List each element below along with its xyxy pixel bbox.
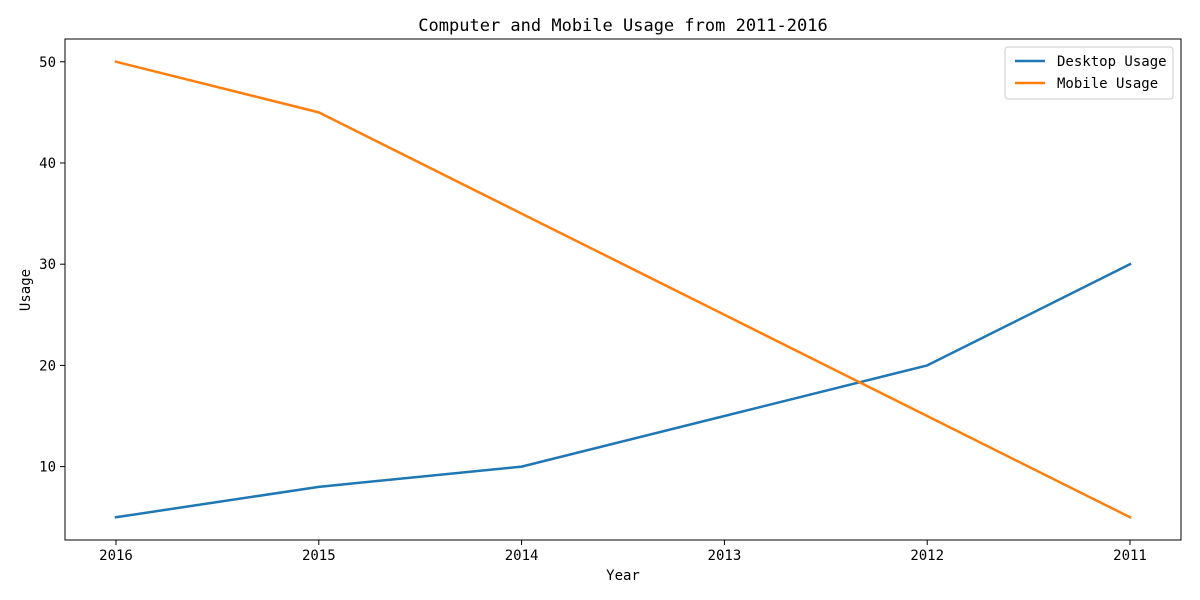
y-tick-label: 10 xyxy=(39,460,56,476)
y-axis-label: Usage xyxy=(18,269,34,311)
x-tick-label: 2011 xyxy=(1113,548,1147,564)
x-axis-label: Year xyxy=(606,568,640,584)
legend-box xyxy=(1004,46,1174,100)
x-tick-label: 2015 xyxy=(302,548,336,564)
y-tick-label: 40 xyxy=(39,156,56,172)
x-tick-label: 2016 xyxy=(99,548,133,564)
plot-frame xyxy=(64,38,1182,541)
legend: Desktop Usage Mobile Usage xyxy=(1004,46,1174,100)
y-tick-label: 20 xyxy=(39,358,56,374)
x-tick-label: 2013 xyxy=(708,548,742,564)
legend-label-desktop-usage: Desktop Usage xyxy=(1057,54,1167,70)
y-tick-label: 50 xyxy=(39,55,56,71)
plot-area: 2016 2015 2014 2013 2012 2011 10 20 30 40 50 xyxy=(39,38,1182,564)
mobile-usage-line xyxy=(114,60,1132,519)
x-tick-label: 2012 xyxy=(910,548,944,564)
desktop-usage-line xyxy=(114,262,1132,519)
y-tick-label: 30 xyxy=(39,257,56,273)
chart-title: Computer and Mobile Usage from 2011-2016 xyxy=(418,16,827,36)
x-tick-label: 2014 xyxy=(505,548,539,564)
legend-label-mobile-usage: Mobile Usage xyxy=(1057,76,1158,92)
